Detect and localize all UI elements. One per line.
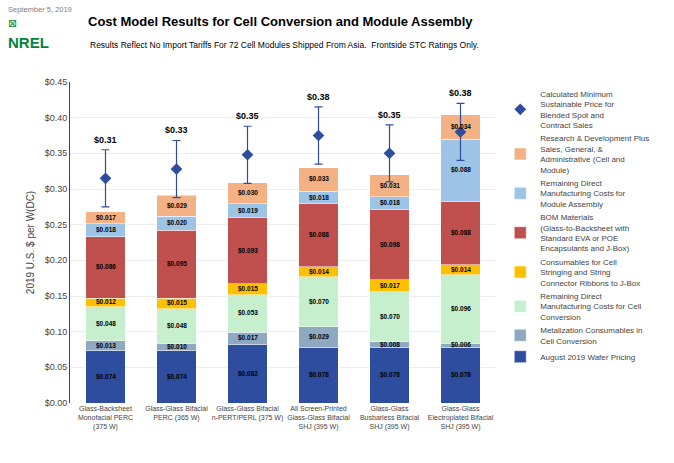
svg-text:Consumables for CellStringing: Consumables for CellStringing and String… xyxy=(540,258,640,288)
svg-text:$0.40: $0.40 xyxy=(45,113,68,123)
svg-text:August 2019 Wafer Pricing: August 2019 Wafer Pricing xyxy=(540,353,635,362)
svg-text:Research & Development PlusSal: Research & Development PlusSales, Genera… xyxy=(540,134,649,174)
svg-text:$0.017: $0.017 xyxy=(96,214,116,222)
svg-text:Remaining DirectManufacturing: Remaining DirectManufacturing Costs for … xyxy=(540,292,641,322)
svg-text:2019 U.S. $ per W(DC): 2019 U.S. $ per W(DC) xyxy=(25,191,36,294)
svg-text:Glass-Glass Bifacialn-PERT/PER: Glass-Glass Bifacialn-PERT/PERL (375 W) xyxy=(212,405,284,422)
svg-text:$0.098: $0.098 xyxy=(380,241,400,249)
svg-text:$0.088: $0.088 xyxy=(451,229,471,237)
svg-text:$0.033: $0.033 xyxy=(309,175,329,183)
svg-text:Calculated MinimumSustainable: Calculated MinimumSustainable Price forB… xyxy=(540,90,614,130)
svg-text:Glass-Glass BifacialPERC (365: Glass-Glass BifacialPERC (365 W) xyxy=(145,405,208,422)
svg-text:$0.31: $0.31 xyxy=(94,135,117,145)
svg-text:BOM Materials(Glass-to-Backshe: BOM Materials(Glass-to-Backsheet withSta… xyxy=(540,213,629,253)
svg-text:$0.012: $0.012 xyxy=(96,298,116,306)
svg-text:$0.008: $0.008 xyxy=(380,341,400,349)
svg-text:$0.078: $0.078 xyxy=(380,371,400,379)
svg-text:Glass-BacksheetMonofacial PERC: Glass-BacksheetMonofacial PERC(375 W) xyxy=(78,405,133,431)
svg-text:Glass-GlassBusbarless Bifacial: Glass-GlassBusbarless BifacialSHJ (395 W… xyxy=(360,405,420,431)
svg-text:$0.35: $0.35 xyxy=(236,111,259,121)
svg-text:$0.086: $0.086 xyxy=(96,263,116,271)
svg-text:All Screen-PrintedGlass-Glass: All Screen-PrintedGlass-Glass BifacialSH… xyxy=(287,405,350,431)
svg-text:$0.070: $0.070 xyxy=(309,298,329,306)
svg-text:$0.15: $0.15 xyxy=(45,291,68,301)
svg-text:$0.070: $0.070 xyxy=(380,313,400,321)
svg-text:$0.078: $0.078 xyxy=(309,371,329,379)
svg-text:$0.014: $0.014 xyxy=(451,266,471,274)
svg-text:$0.10: $0.10 xyxy=(45,327,68,337)
svg-text:September 5, 2019: September 5, 2019 xyxy=(8,5,72,14)
svg-text:$0.018: $0.018 xyxy=(309,194,329,202)
svg-text:$0.053: $0.053 xyxy=(238,309,258,317)
svg-text:$0.006: $0.006 xyxy=(451,341,471,349)
svg-text:Cost Model Results for Cell Co: Cost Model Results for Cell Conversion a… xyxy=(88,14,473,29)
svg-text:$0.015: $0.015 xyxy=(238,285,258,293)
svg-text:$0.010: $0.010 xyxy=(167,343,187,351)
svg-text:$0.015: $0.015 xyxy=(167,299,187,307)
svg-text:$0.018: $0.018 xyxy=(96,226,116,234)
svg-text:$0.048: $0.048 xyxy=(96,320,116,328)
svg-text:$0.029: $0.029 xyxy=(309,333,329,341)
svg-text:$0.00: $0.00 xyxy=(45,398,68,408)
svg-text:$0.020: $0.020 xyxy=(167,219,187,227)
svg-text:$0.33: $0.33 xyxy=(165,125,188,135)
svg-text:$0.45: $0.45 xyxy=(45,77,68,87)
svg-text:$0.078: $0.078 xyxy=(451,371,471,379)
svg-text:$0.35: $0.35 xyxy=(378,110,401,120)
svg-text:$0.014: $0.014 xyxy=(309,268,329,276)
svg-text:$0.25: $0.25 xyxy=(45,220,68,230)
svg-text:$0.095: $0.095 xyxy=(167,260,187,268)
svg-text:$0.38: $0.38 xyxy=(307,92,330,102)
svg-text:$0.029: $0.029 xyxy=(167,202,187,210)
svg-text:$0.05: $0.05 xyxy=(45,362,68,372)
svg-text:$0.019: $0.019 xyxy=(238,207,258,215)
svg-text:$0.088: $0.088 xyxy=(309,231,329,239)
svg-text:Metalization Consumables inCel: Metalization Consumables inCell Conversi… xyxy=(540,326,642,345)
svg-text:Remaining DirectManufacturing: Remaining DirectManufacturing Costs forM… xyxy=(540,179,625,209)
svg-text:Glass-GlassElectroplated Bifac: Glass-GlassElectroplated BifacialSHJ (39… xyxy=(428,405,494,431)
svg-text:$0.096: $0.096 xyxy=(451,305,471,313)
svg-text:$0.093: $0.093 xyxy=(238,247,258,255)
svg-text:$0.017: $0.017 xyxy=(380,282,400,290)
svg-text:$0.30: $0.30 xyxy=(45,184,68,194)
svg-text:$0.034: $0.034 xyxy=(451,123,471,131)
svg-text:$0.20: $0.20 xyxy=(45,255,68,265)
svg-text:$0.074: $0.074 xyxy=(96,373,116,381)
svg-text:$0.35: $0.35 xyxy=(45,148,68,158)
svg-text:Results Reflect No Import Tari: Results Reflect No Import Tariffs For 72… xyxy=(90,40,479,50)
svg-text:$0.017: $0.017 xyxy=(238,334,258,342)
svg-text:$0.018: $0.018 xyxy=(380,199,400,207)
svg-text:$0.074: $0.074 xyxy=(167,373,187,381)
svg-text:NREL: NREL xyxy=(8,34,49,51)
svg-text:$0.082: $0.082 xyxy=(238,370,258,378)
svg-text:$0.048: $0.048 xyxy=(167,322,187,330)
svg-text:$0.031: $0.031 xyxy=(380,182,400,190)
svg-text:$0.088: $0.088 xyxy=(451,166,471,174)
svg-text:$0.38: $0.38 xyxy=(449,88,472,98)
svg-text:$0.030: $0.030 xyxy=(238,189,258,197)
svg-text:⊠: ⊠ xyxy=(8,17,17,30)
svg-text:$0.013: $0.013 xyxy=(96,342,116,350)
